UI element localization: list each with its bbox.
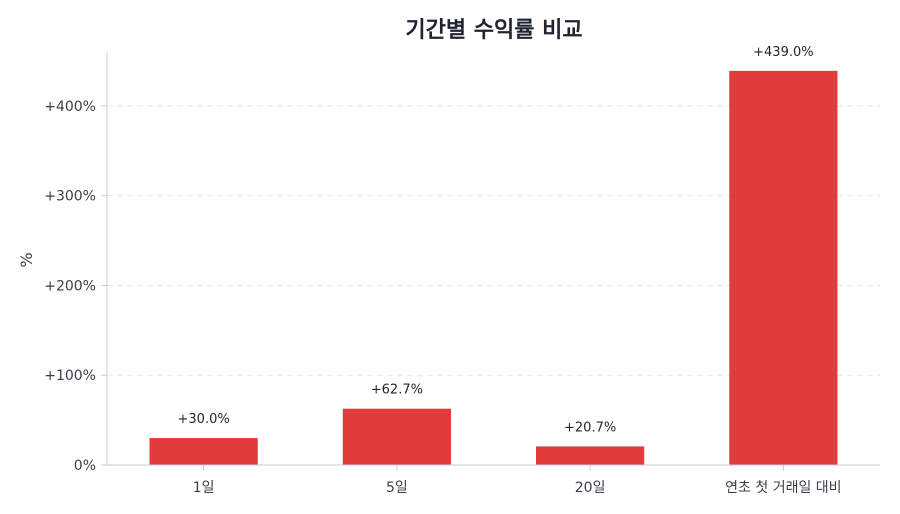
y-tick-label: +200% <box>44 278 96 294</box>
data-label: +439.0% <box>753 45 813 60</box>
x-tick-label: 20일 <box>575 480 606 496</box>
label-layer: +30.0% +62.7% +20.7% +439.0% <box>178 45 814 436</box>
data-label: +30.0% <box>178 412 230 427</box>
bar <box>342 408 451 465</box>
data-label: +62.7% <box>371 383 423 398</box>
y-tick-label: +300% <box>44 189 96 205</box>
x-tick-label: 5일 <box>386 480 408 496</box>
bar <box>536 446 645 465</box>
bar <box>149 438 258 465</box>
x-tick-label: 1일 <box>193 480 215 496</box>
bar <box>729 70 838 466</box>
axis-layer: 0% +100% +200% +300% +400% 1일 5일 20일 연초 첫 거래일 대비 <box>44 52 880 496</box>
y-tick-label: +100% <box>44 368 96 384</box>
x-tick-label: 연초 첫 거래일 대비 <box>725 480 841 496</box>
y-tick-label: 0% <box>74 458 96 474</box>
data-label: +20.7% <box>564 420 616 435</box>
chart-title: 기간별 수익률 비교 <box>405 18 582 43</box>
y-tick-label: +400% <box>44 99 96 115</box>
bar-layer <box>149 70 838 466</box>
y-axis-title: % <box>17 252 36 267</box>
